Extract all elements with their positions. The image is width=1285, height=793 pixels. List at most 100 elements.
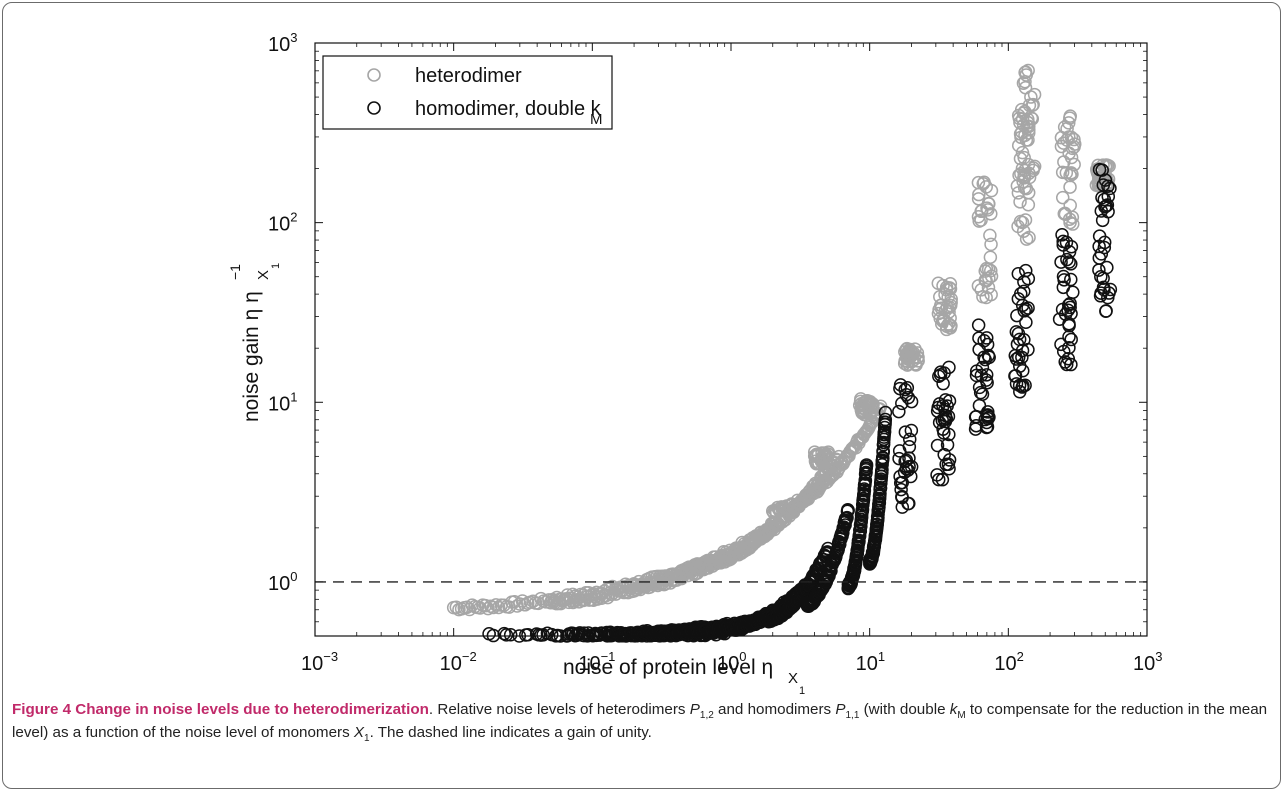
- homodimer-point: [940, 438, 955, 452]
- homodimer-point: [980, 337, 995, 352]
- homodimer-point: [1095, 213, 1110, 228]
- homodimer-point: [942, 462, 956, 476]
- heterodimer-point: [815, 450, 829, 465]
- legend-label-homodimer-sub: M: [590, 111, 603, 128]
- caption-text-2: and homodimers: [713, 701, 836, 718]
- x-tick-label: 100: [717, 649, 746, 675]
- homodimer-point: [892, 444, 907, 458]
- heterodimer-point: [931, 306, 946, 321]
- homodimer-point: [900, 380, 915, 395]
- data-points: [446, 63, 1118, 643]
- legend-label-homodimer: homodimer, double k: [415, 98, 602, 120]
- heterodimer-point: [911, 354, 925, 368]
- homodimer-point: [898, 425, 913, 439]
- homodimer-point: [841, 503, 855, 518]
- homodimer-point: [840, 510, 854, 525]
- axis-ticks: 10−3 10−2 10−1 100 101 102 103 100 101 102 103: [268, 30, 1162, 675]
- heterodimer-point: [859, 394, 874, 408]
- heterodimer-point: [1055, 165, 1070, 180]
- heterodimer-point: [943, 282, 958, 296]
- heterodimer-point: [481, 601, 495, 616]
- homodimer-point: [1097, 235, 1112, 250]
- heterodimer-point: [1015, 161, 1030, 176]
- homodimer-point: [980, 375, 994, 390]
- homodimer-point: [854, 519, 868, 534]
- homodimer-point: [893, 469, 907, 484]
- homodimer-point: [876, 451, 890, 466]
- heterodimer-point: [971, 279, 986, 293]
- y-axis-label-main: noise gain η η: [240, 291, 263, 422]
- x-axis-label-sub: X: [788, 670, 798, 687]
- heterodimer-point: [982, 271, 996, 285]
- homodimer-point: [1099, 304, 1113, 318]
- caption-sub-4: 1: [364, 733, 370, 745]
- heterodimer-point: [1014, 130, 1028, 145]
- caption-text-3: (with double: [859, 701, 950, 718]
- x-axis-label-main: noise of protein level η: [563, 656, 773, 679]
- homodimer-point: [1061, 351, 1076, 366]
- heterodimer-point: [1022, 123, 1036, 137]
- homodimer-point: [855, 502, 870, 517]
- heterodimer-point: [907, 346, 921, 360]
- heterodimer-point: [1065, 217, 1080, 231]
- caption-sub-3: M: [957, 710, 966, 722]
- y-axis-label-sub: X: [255, 270, 272, 280]
- homodimer-point: [1062, 340, 1076, 355]
- caption-title: Figure 4 Change in noise levels due to h…: [12, 701, 429, 718]
- heterodimer-point: [513, 597, 527, 611]
- homodimer-point: [1064, 306, 1078, 321]
- heterodimer-point: [899, 342, 913, 357]
- homodimer-point: [1009, 377, 1024, 391]
- homodimer-point: [1096, 178, 1111, 192]
- homodimer-point: [895, 396, 909, 411]
- x-axis-label-subsub: 1: [799, 685, 805, 697]
- heterodimer-point: [984, 237, 998, 252]
- homodimer-point: [978, 412, 992, 427]
- homodimer-point: [1061, 303, 1075, 318]
- homodimer-point: [1103, 181, 1117, 196]
- homodimer-point: [1059, 357, 1074, 372]
- heterodimer-point: [1015, 215, 1030, 230]
- homodimer-point: [1021, 271, 1036, 286]
- homodimer-point: [1011, 292, 1026, 306]
- figure-caption: Figure 4 Change in noise levels due to h…: [12, 698, 1274, 744]
- homodimer-point: [977, 333, 991, 348]
- homodimer-point: [1017, 333, 1031, 347]
- x-tick-label: 10−3: [301, 649, 338, 675]
- heterodimer-point: [1055, 190, 1070, 205]
- homodimer-point: [898, 382, 912, 397]
- homodimer-point: [1054, 255, 1068, 269]
- x-tick-label: 101: [856, 649, 885, 675]
- homodimer-point: [935, 472, 950, 487]
- heterodimer-point: [647, 576, 662, 591]
- heterodimer-point: [1065, 141, 1080, 156]
- heterodimer-point: [974, 204, 988, 219]
- heterodimer-point: [1017, 168, 1031, 182]
- y-axis-label-subsub: 1: [270, 263, 282, 269]
- heterodimer-point: [943, 311, 957, 325]
- heterodimer-point: [981, 280, 996, 295]
- homodimer-point: [904, 423, 919, 438]
- caption-var-2: P: [835, 701, 846, 718]
- homodimer-point: [936, 399, 950, 413]
- homodimer-point: [497, 626, 511, 641]
- x-tick-label: 103: [1133, 649, 1162, 675]
- heterodimer-point: [1063, 180, 1077, 194]
- homodimer-point: [973, 385, 988, 400]
- x-tick-label: 102: [994, 649, 1023, 675]
- heterodimer-point: [1022, 119, 1036, 134]
- homodimer-point: [1061, 298, 1076, 312]
- homodimer-point: [904, 469, 918, 484]
- homodimer-point: [938, 393, 953, 407]
- homodimer-point: [1094, 270, 1108, 284]
- homodimer-point: [1062, 255, 1076, 269]
- homodimer-point: [499, 628, 514, 642]
- homodimer-point: [857, 483, 872, 498]
- homodimer-point: [878, 405, 893, 420]
- homodimer-point: [1092, 263, 1106, 277]
- homodimer-point: [933, 365, 948, 379]
- caption-sub-1: 1,2: [699, 710, 714, 722]
- caption-var-3: k: [949, 701, 958, 718]
- homodimer-point: [587, 627, 601, 642]
- heterodimer-point: [983, 250, 998, 264]
